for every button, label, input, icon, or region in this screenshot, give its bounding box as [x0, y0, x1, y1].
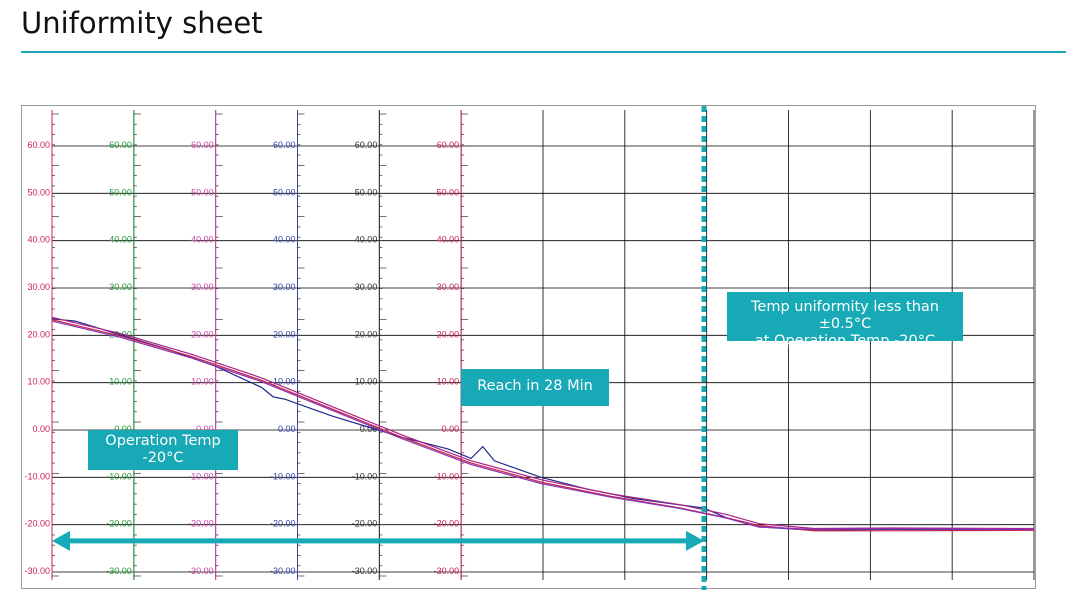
- y-tick-label: -10.00: [434, 471, 460, 481]
- y-tick-label: 40.00: [191, 235, 214, 245]
- y-tick-label: -20.00: [106, 519, 132, 529]
- y-tick-label: 10.00: [27, 377, 50, 387]
- y-tick-label: -30.00: [106, 566, 132, 576]
- uniformity-chart: 60.00 50.00 40.00 30.00 20.00 10.00 0.00 -10.00…: [24, 106, 1035, 590]
- y-tick-label: -20.00: [270, 519, 296, 529]
- y-tick-label: 30.00: [355, 282, 378, 292]
- operation-temp-label: Operation Temp: [105, 433, 221, 449]
- y-tick-label: 10.00: [355, 377, 378, 387]
- operation-temp-value: -20°C: [142, 450, 184, 466]
- series-line: [51, 316, 1035, 530]
- y-tick-label: 10.00: [191, 377, 214, 387]
- y-tick-label: 20.00: [27, 329, 50, 339]
- arrow-left-head: [52, 530, 70, 551]
- y-tick-label: 50.00: [191, 187, 214, 197]
- y-tick-label: 0.00: [442, 424, 460, 434]
- y-tick-label: 20.00: [355, 329, 378, 339]
- y-tick-label: 50.00: [27, 187, 50, 197]
- y-tick-label: 50.00: [273, 187, 296, 197]
- y-tick-label: -30.00: [24, 566, 50, 576]
- y-tick-label: 30.00: [437, 282, 460, 292]
- arrow-right-head: [686, 530, 704, 551]
- y-tick-label: 30.00: [273, 282, 296, 292]
- y-tick-label: 50.00: [355, 187, 378, 197]
- y-tick-label: 30.00: [109, 282, 132, 292]
- y-tick-label: -10.00: [270, 471, 296, 481]
- y-tick-label: 0.00: [360, 424, 378, 434]
- y-tick-label: -30.00: [434, 566, 460, 576]
- y-tick-label: 10.00: [273, 377, 296, 387]
- y-tick-label: -30.00: [270, 566, 296, 576]
- y-tick-label: 20.00: [273, 329, 296, 339]
- y-tick-label: 40.00: [27, 235, 50, 245]
- y-tick-label: 20.00: [437, 329, 460, 339]
- y-tick-label: -10.00: [24, 471, 50, 481]
- y-tick-label: -30.00: [188, 566, 214, 576]
- y-tick-label: -20.00: [352, 519, 378, 529]
- chart-frame: 60.00 50.00 40.00 30.00 20.00 10.00 0.00 -10.00…: [21, 105, 1036, 590]
- y-tick-label: 0.00: [278, 424, 296, 434]
- y-tick-label: 60.00: [437, 140, 460, 150]
- y-tick-label: 60.00: [273, 140, 296, 150]
- y-tick-label: -10.00: [188, 471, 214, 481]
- y-tick-label: 30.00: [27, 282, 50, 292]
- y-tick-label: 0.00: [114, 424, 132, 434]
- y-tick-label: 60.00: [191, 140, 214, 150]
- y-tick-label: 50.00: [109, 187, 132, 197]
- y-tick-label: 10.00: [109, 377, 132, 387]
- y-tick-label: 0.00: [32, 424, 50, 434]
- y-tick-label: -20.00: [188, 519, 214, 529]
- y-tick-label: 40.00: [109, 235, 132, 245]
- y-tick-label: 30.00: [191, 282, 214, 292]
- y-tick-label: 40.00: [355, 235, 378, 245]
- y-tick-label: 20.00: [191, 329, 214, 339]
- operation-temp-callout: Operation Temp -20°C: [88, 430, 238, 470]
- series-line: [51, 320, 1035, 531]
- uniformity-line-1: Temp uniformity less than ±0.5°C: [751, 299, 939, 332]
- y-tick-label: -30.00: [352, 566, 378, 576]
- uniformity-line-2: at Operation Temp -20°C: [754, 333, 936, 349]
- y-tick-label: -10.00: [106, 471, 132, 481]
- y-tick-label: 40.00: [437, 235, 460, 245]
- y-tick-label: 50.00: [437, 187, 460, 197]
- title-underline: [21, 51, 1066, 53]
- y-tick-label: 40.00: [273, 235, 296, 245]
- y-tick-label: 0.00: [196, 424, 214, 434]
- y-tick-label: 60.00: [27, 140, 50, 150]
- y-tick-label: 60.00: [109, 140, 132, 150]
- reach-time-callout: Reach in 28 Min: [461, 369, 609, 406]
- y-tick-label: -20.00: [434, 519, 460, 529]
- y-tick-label: 10.00: [437, 377, 460, 387]
- page-title: Uniformity sheet: [21, 6, 263, 40]
- y-tick-label: -10.00: [352, 471, 378, 481]
- reach-time-label: Reach in 28 Min: [477, 378, 593, 394]
- y-tick-label: -20.00: [24, 519, 50, 529]
- uniformity-callout: Temp uniformity less than ±0.5°C at Oper…: [727, 292, 963, 349]
- y-tick-label: 60.00: [355, 140, 378, 150]
